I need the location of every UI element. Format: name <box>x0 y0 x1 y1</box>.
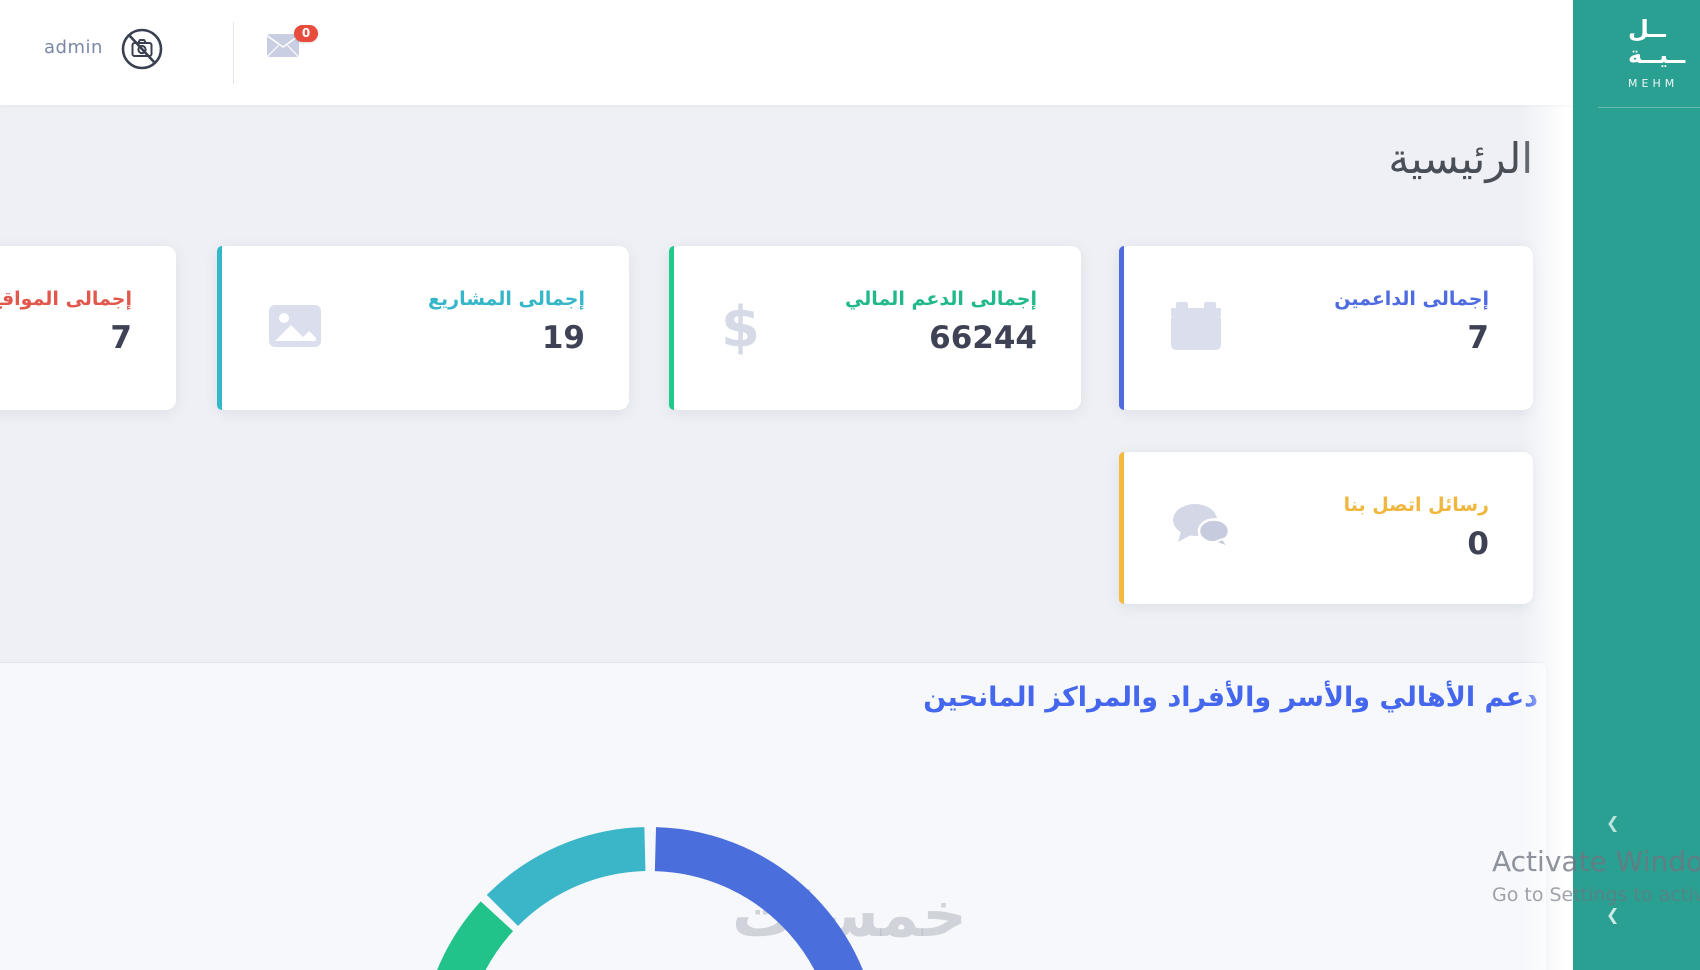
sidebar-edge-glow <box>1521 0 1573 970</box>
chart-panel <box>0 662 1547 970</box>
chart-section-title: دعم الأهالي والأسر والأفراد والمراكز الم… <box>923 682 1538 713</box>
card-accent-bar <box>217 246 222 410</box>
chevron-left-icon[interactable]: ❮ <box>1606 813 1620 832</box>
card-title: إجمالى الداعمين <box>1334 288 1489 310</box>
card-total-sites[interactable]: إجمالى المواقع 7 <box>0 246 176 410</box>
dollar-icon: $ <box>721 295 760 360</box>
card-value: 0 <box>1467 526 1489 562</box>
chevron-left-icon[interactable]: ❮ <box>1606 905 1620 924</box>
page-title: الرئيسية <box>1388 134 1533 183</box>
logo-arabic-line1: ــل <box>1628 15 1666 43</box>
card-title: إجمالى الدعم المالي <box>844 288 1037 310</box>
sidebar: ــل ــيــة MEHM ❮ ❮ <box>1573 0 1700 970</box>
card-contact-messages[interactable]: رسائل اتصل بنا 0 <box>1119 452 1533 604</box>
card-accent-bar <box>669 246 674 410</box>
username-label: admin <box>44 37 103 58</box>
card-value: 66244 <box>929 320 1037 356</box>
doughnut-chart[interactable] <box>300 815 1000 970</box>
card-total-financial-support[interactable]: إجمالى الدعم المالي 66244 $ <box>669 246 1081 410</box>
doughnut-segment-green[interactable] <box>437 901 514 970</box>
card-title: رسائل اتصل بنا <box>1343 494 1489 516</box>
messages-button[interactable]: 0 <box>266 25 318 73</box>
card-total-supporters[interactable]: إجمالى الداعمين 7 <box>1119 246 1533 410</box>
header-divider <box>233 22 234 84</box>
envelope-icon <box>267 34 299 57</box>
card-accent-bar <box>1119 452 1124 604</box>
logo-arabic-line2: ــيــة <box>1628 41 1686 69</box>
card-title: إجمالى المشاريع <box>428 288 585 310</box>
no-camera-icon[interactable] <box>120 27 164 71</box>
doughnut-segment-blue[interactable] <box>654 827 863 970</box>
card-accent-bar <box>1119 246 1124 410</box>
sidebar-divider <box>1598 107 1700 108</box>
logo-latin-line: MEHM <box>1628 77 1679 90</box>
card-value: 7 <box>110 320 132 356</box>
card-title: إجمالى المواقع <box>0 288 132 310</box>
calendar-icon <box>1171 302 1221 354</box>
messages-count-badge: 0 <box>294 25 318 42</box>
top-header: admin 0 <box>0 0 1573 105</box>
card-value: 7 <box>1467 320 1489 356</box>
card-value: 19 <box>541 320 585 356</box>
image-icon <box>269 305 321 351</box>
card-total-projects[interactable]: إجمالى المشاريع 19 <box>217 246 629 410</box>
chat-bubbles-icon <box>1171 502 1233 554</box>
org-logo: ــل ــيــة MEHM <box>1628 16 1700 97</box>
doughnut-segment-teal[interactable] <box>486 827 646 927</box>
